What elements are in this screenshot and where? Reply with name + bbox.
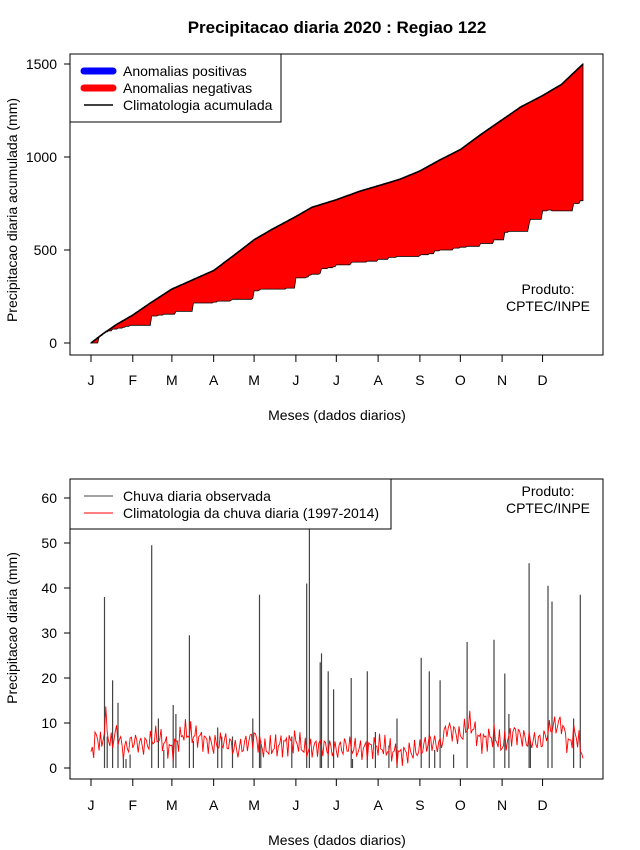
bottom-product-source: CPTEC/INPE bbox=[506, 500, 590, 516]
top-x-tick-label: J bbox=[333, 372, 340, 388]
bottom-y-tick-label: 30 bbox=[41, 625, 57, 641]
accumulated-precipitation-chart: 0 500 1000 1500 J F M A M J J A S O N D Meses (dados d… bbox=[4, 53, 604, 423]
top-y-axis: 0 500 1000 1500 bbox=[26, 56, 71, 351]
top-x-tick-label: A bbox=[373, 372, 383, 388]
top-x-tick-label: N bbox=[497, 372, 507, 388]
top-x-tick-label: O bbox=[455, 372, 466, 388]
top-x-tick-label: S bbox=[415, 372, 424, 388]
legend-label-climatology: Climatologia acumulada bbox=[123, 97, 273, 113]
top-x-tick-label: F bbox=[129, 372, 138, 388]
bottom-y-tick-label: 10 bbox=[41, 715, 57, 731]
top-legend: Anomalias positivas Anomalias negativas … bbox=[69, 53, 282, 123]
daily-climatology-line bbox=[90, 706, 584, 766]
top-y-tick-label: 1000 bbox=[26, 149, 57, 165]
top-x-tick-label: D bbox=[537, 372, 547, 388]
bottom-y-axis-label: Precipitacao diaria (mm) bbox=[4, 552, 20, 704]
bottom-legend: Chuva diaria observada Climatologia da c… bbox=[69, 478, 392, 530]
bottom-y-tick-label: 20 bbox=[41, 670, 57, 686]
top-product-label: Produto: bbox=[522, 281, 575, 297]
bottom-x-tick-label: A bbox=[373, 797, 383, 813]
chart-title: Precipitacao diaria 2020 : Regiao 122 bbox=[188, 18, 487, 37]
top-y-tick-label: 1500 bbox=[26, 56, 57, 72]
legend-label-daily-climatology: Climatologia da chuva diaria (1997-2014) bbox=[123, 505, 379, 521]
bottom-x-tick-label: F bbox=[129, 797, 138, 813]
bottom-x-tick-label: D bbox=[537, 797, 547, 813]
top-y-tick-label: 500 bbox=[34, 242, 58, 258]
bottom-x-tick-label: M bbox=[248, 797, 260, 813]
top-x-tick-label: A bbox=[209, 372, 219, 388]
bottom-y-tick-label: 40 bbox=[41, 580, 57, 596]
bottom-y-tick-label: 0 bbox=[49, 760, 57, 776]
bottom-x-tick-label: S bbox=[415, 797, 424, 813]
top-x-tick-label: J bbox=[88, 372, 95, 388]
bottom-x-tick-label: M bbox=[166, 797, 178, 813]
top-x-tick-label: J bbox=[292, 372, 299, 388]
legend-label-negative: Anomalias negativas bbox=[123, 80, 252, 96]
bottom-product-label: Produto: bbox=[522, 483, 575, 499]
bottom-legend-box bbox=[69, 478, 392, 530]
top-product-source: CPTEC/INPE bbox=[506, 298, 590, 314]
top-plot-area bbox=[89, 63, 584, 344]
top-x-tick-label: M bbox=[166, 372, 178, 388]
legend-label-observed: Chuva diaria observada bbox=[123, 488, 271, 504]
bottom-x-tick-label: A bbox=[209, 797, 219, 813]
daily-precipitation-chart: 0 10 20 30 40 50 60 J F M A M J J A S O N D Meses (dados … bbox=[4, 478, 604, 848]
bottom-y-axis: 0 10 20 30 40 50 60 bbox=[41, 490, 71, 776]
bottom-x-tick-label: J bbox=[292, 797, 299, 813]
top-x-axis-label: Meses (dados diarios) bbox=[268, 407, 406, 423]
top-y-axis-label: Precipitacao diaria acumulada (mm) bbox=[4, 98, 20, 322]
climatology-accumulated-line bbox=[90, 63, 584, 344]
top-x-tick-label: M bbox=[248, 372, 260, 388]
bottom-y-tick-label: 50 bbox=[41, 535, 57, 551]
top-y-tick-label: 0 bbox=[49, 335, 57, 351]
bottom-y-tick-label: 60 bbox=[41, 490, 57, 506]
bottom-plot-area bbox=[90, 529, 584, 768]
bottom-x-tick-label: O bbox=[455, 797, 466, 813]
bottom-x-tick-label: J bbox=[333, 797, 340, 813]
bottom-x-axis-label: Meses (dados diarios) bbox=[268, 832, 406, 848]
bottom-x-tick-label: J bbox=[88, 797, 95, 813]
bottom-x-tick-label: N bbox=[497, 797, 507, 813]
legend-label-positive: Anomalias positivas bbox=[123, 63, 247, 79]
